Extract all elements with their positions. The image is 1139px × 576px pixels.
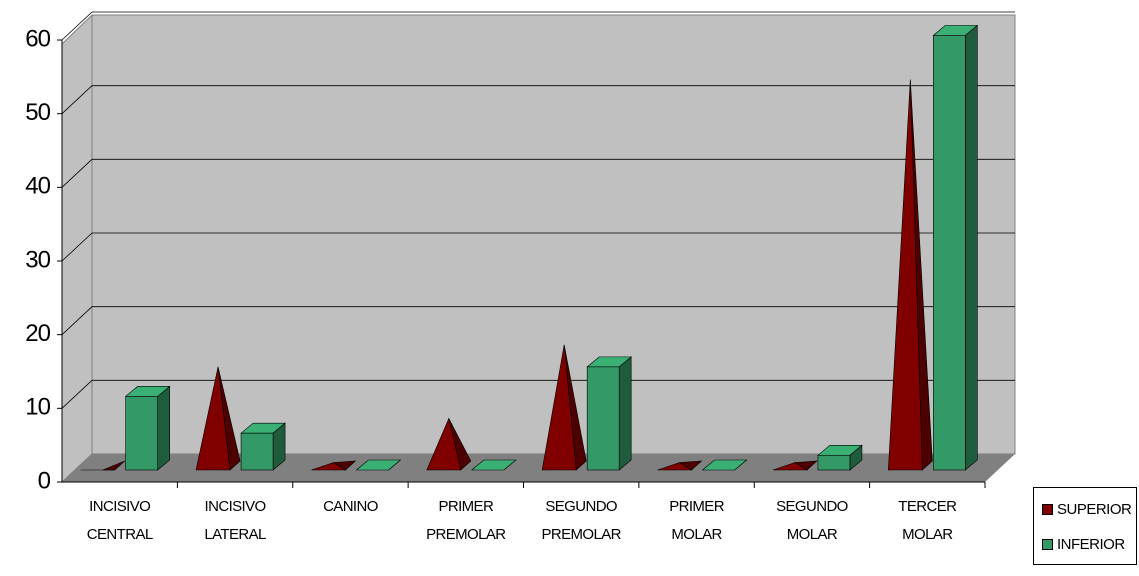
box-bar <box>124 385 171 471</box>
x-tick-label: CANINO <box>323 498 378 515</box>
x-tick-label: PRIMER PREMOLAR <box>426 498 506 543</box>
box-face <box>125 396 158 471</box>
pyramid-bar <box>80 460 125 471</box>
floor <box>62 454 1015 482</box>
pyramid-face <box>772 462 808 471</box>
box-top <box>470 459 517 471</box>
legend-swatch <box>1042 503 1053 515</box>
box-face <box>240 432 274 471</box>
pyramid-bar <box>426 417 472 471</box>
box-bar <box>817 444 863 471</box>
legend: SUPERIOR INFERIOR <box>1033 487 1137 565</box>
box-bar <box>586 356 633 471</box>
legend-swatch <box>1042 538 1053 550</box>
pyramid-face <box>426 417 462 471</box>
box-side <box>618 356 632 471</box>
y-tick-label: 0 <box>38 467 51 494</box>
x-tick-label: INCISIVO LATERAL <box>204 498 266 543</box>
y-tick-label: 10 <box>25 394 50 421</box>
box-face <box>586 366 620 471</box>
x-tick-label: PRIMER MOLAR <box>669 498 724 543</box>
legend-item: INFERIOR <box>1034 530 1136 558</box>
pyramid-bar <box>887 79 933 471</box>
x-tick-label: SEGUNDO MOLAR <box>776 498 848 543</box>
legend-label: INFERIOR <box>1057 535 1125 553</box>
box-bar <box>240 422 286 471</box>
y-tick-label: 40 <box>25 173 50 200</box>
x-tick-label: TERCER MOLAR <box>898 498 957 543</box>
pyramid-bar <box>541 344 587 471</box>
pyramid-face <box>311 462 347 471</box>
box-side <box>965 24 978 471</box>
grid-line <box>61 11 1015 41</box>
y-tick-label: 50 <box>25 99 50 126</box>
pyramid-face <box>195 366 231 471</box>
box-bar <box>932 24 979 471</box>
y-tick-label: 20 <box>25 320 50 347</box>
pyramid-bar <box>657 460 703 471</box>
legend-label: SUPERIOR <box>1057 500 1132 518</box>
side-wall <box>61 13 93 484</box>
legend-item: SUPERIOR <box>1034 495 1136 523</box>
box-face <box>933 35 966 471</box>
pyramid-face <box>541 344 577 471</box>
x-tick-label: INCISIVO CENTRAL <box>86 498 153 543</box>
box-top <box>355 459 402 471</box>
box-bar <box>355 459 402 471</box>
box-side <box>157 385 170 471</box>
x-tick-label: SEGUNDO PREMOLAR <box>541 498 621 543</box>
grid-line <box>61 158 1015 188</box>
y-tick-label: 60 <box>25 25 50 52</box>
box-top <box>701 459 748 471</box>
y-tick-label: 30 <box>25 246 50 273</box>
box-bar <box>470 459 517 471</box>
pyramid-bar <box>311 460 357 471</box>
pyramid-bar <box>195 366 241 471</box>
box-bar <box>701 459 748 471</box>
pyramid-face <box>887 79 923 471</box>
pyramid-bar <box>772 460 818 471</box>
grid-line <box>61 85 1015 114</box>
box-face <box>817 454 851 471</box>
pyramid-face <box>657 462 693 471</box>
grid-line <box>61 306 1015 335</box>
grid-line <box>61 232 1015 262</box>
back-wall <box>91 14 1016 455</box>
grid-line <box>61 379 1015 409</box>
